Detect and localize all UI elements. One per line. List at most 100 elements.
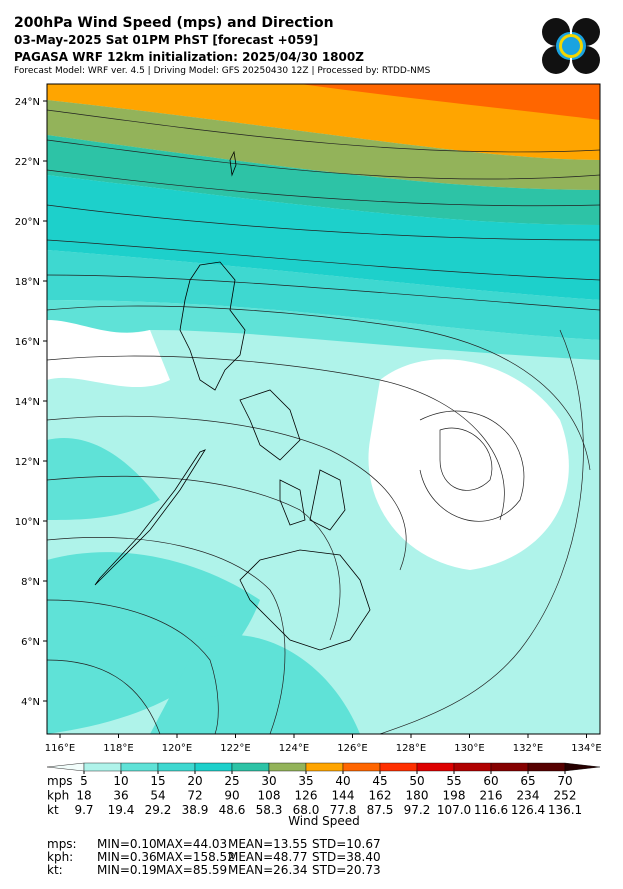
colorbar-value: 18 [76, 789, 91, 803]
colorbar-value: 87.5 [367, 803, 394, 817]
colorbar-value: 10 [113, 774, 128, 788]
lon-label: 116°E [45, 743, 75, 754]
stats-item: STD=20.73 [312, 863, 381, 877]
colorbar-segment [231, 762, 270, 772]
lat-label: 12°N [15, 457, 40, 468]
colorbar-value: 19.4 [108, 803, 135, 817]
lat-label: 6°N [21, 637, 40, 648]
lon-label: 122°E [220, 743, 250, 754]
init-line: PAGASA WRF 12km initialization: 2025/04/… [14, 50, 364, 64]
colorbar-value: 216 [480, 789, 503, 803]
lat-label: 16°N [15, 337, 40, 348]
lon-label: 118°E [103, 743, 133, 754]
colorbar-segment [416, 762, 455, 772]
stats-item: MAX=158.52 [156, 850, 235, 864]
colorbar-label: Wind Speed [288, 814, 360, 828]
lat-label: 24°N [15, 97, 40, 108]
colorbar-value: 40 [335, 774, 350, 788]
lat-label: 8°N [21, 577, 40, 588]
colorbar-unit: kph [47, 789, 69, 803]
colorbar-value: 9.7 [74, 803, 93, 817]
colorbar-value: 72 [187, 789, 202, 803]
colorbar-value: 162 [369, 789, 392, 803]
colorbar-value: 77.8 [330, 803, 357, 817]
lat-label: 18°N [15, 277, 40, 288]
stats-unit: kt: [47, 863, 63, 877]
lat-label: 14°N [15, 397, 40, 408]
colorbar-value: 54 [150, 789, 165, 803]
stats-unit: mps: [47, 837, 77, 851]
colorbar-value: 35 [298, 774, 313, 788]
colorbar-value: 90 [224, 789, 239, 803]
colorbar-value: 50 [409, 774, 424, 788]
colorbar-segment [527, 762, 566, 772]
colorbar-value: 25 [224, 774, 239, 788]
lon-label: 134°E [571, 743, 601, 754]
colorbar-segment [342, 762, 381, 772]
info-line: Forecast Model: WRF ver. 4.5 | Driving M… [14, 66, 431, 76]
colorbar-value: 36 [113, 789, 128, 803]
colorbar-value: 29.2 [145, 803, 172, 817]
stats-item: MIN=0.19 [97, 863, 157, 877]
colorbar-value: 136.1 [548, 803, 582, 817]
colorbar-value: 65 [520, 774, 535, 788]
colorbar-value: 198 [443, 789, 466, 803]
lon-label: 132°E [513, 743, 543, 754]
colorbar-value: 5 [80, 774, 88, 788]
colorbar-value: 116.6 [474, 803, 508, 817]
lat-label: 10°N [15, 517, 40, 528]
colorbar-value: 234 [517, 789, 540, 803]
stats-item: STD=10.67 [312, 837, 381, 851]
subtitle: 03-May-2025 Sat 01PM PhST [forecast +059… [14, 33, 319, 47]
lon-label: 126°E [337, 743, 367, 754]
lon-label: 124°E [279, 743, 309, 754]
colorbar-value: 252 [554, 789, 577, 803]
colorbar-unit: kt [47, 803, 59, 817]
colorbar-value: 97.2 [404, 803, 431, 817]
colorbar-value: 55 [446, 774, 461, 788]
stats-item: STD=38.40 [312, 850, 381, 864]
colorbar-segment [268, 762, 307, 772]
colorbar-value: 48.6 [219, 803, 246, 817]
stats-item: MEAN=26.34 [228, 863, 308, 877]
logo [542, 18, 600, 74]
colorbar-segment [379, 762, 418, 772]
colorbar-segment [305, 762, 344, 772]
lon-label: 128°E [396, 743, 426, 754]
colorbar-value: 58.3 [256, 803, 283, 817]
colorbar-value: 126 [295, 789, 318, 803]
stats-item: MAX=44.03 [156, 837, 227, 851]
stats-unit: kph: [47, 850, 73, 864]
colorbar-segment [83, 762, 122, 772]
colorbar-value: 180 [406, 789, 429, 803]
stats-item: MAX=85.59 [156, 863, 227, 877]
colorbar-value: 45 [372, 774, 387, 788]
title: 200hPa Wind Speed (mps) and Direction [14, 15, 334, 31]
colorbar-value: 60 [483, 774, 498, 788]
map-frame [46, 83, 601, 735]
colorbar-segment [157, 762, 196, 772]
colorbar-segment [120, 762, 159, 772]
lat-label: 22°N [15, 157, 40, 168]
colorbar-segment [453, 762, 492, 772]
colorbar-value: 20 [187, 774, 202, 788]
colorbar-segment [46, 762, 85, 772]
stats-item: MIN=0.36 [97, 850, 157, 864]
colorbar-segment [564, 762, 601, 772]
lon-label: 120°E [162, 743, 192, 754]
stats-item: MIN=0.10 [97, 837, 157, 851]
colorbar-value: 15 [150, 774, 165, 788]
lat-label: 20°N [15, 217, 40, 228]
colorbar-value: 70 [557, 774, 572, 788]
colorbar-value: 107.0 [437, 803, 471, 817]
colorbar-value: 108 [258, 789, 281, 803]
colorbar-value: 38.9 [182, 803, 209, 817]
colorbar-segment [490, 762, 529, 772]
colorbar-value: 126.4 [511, 803, 545, 817]
colorbar-value: 144 [332, 789, 355, 803]
lat-label: 4°N [21, 697, 40, 708]
colorbar-segment [194, 762, 233, 772]
stats-item: MEAN=48.77 [228, 850, 308, 864]
